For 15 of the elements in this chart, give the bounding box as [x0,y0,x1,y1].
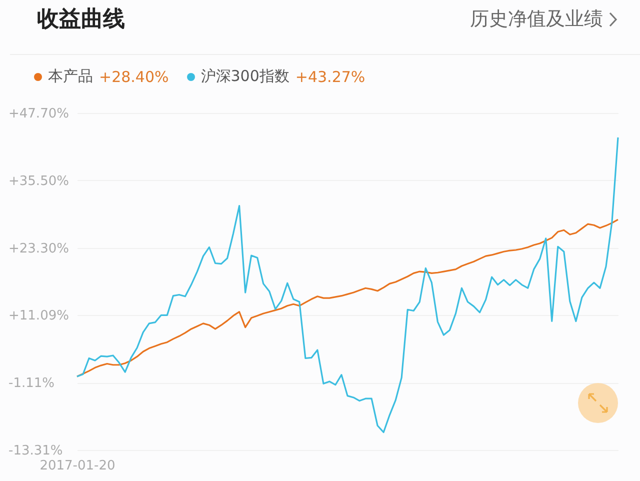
y-tick-label: +47.70% [8,106,69,122]
text: 历史净值及业绩 [470,7,603,32]
legend-label: 本产品 [48,67,93,86]
y-tick-label: +23.30% [8,241,69,256]
x-tick-label: 2017-01-20 [40,458,116,474]
y-tick-label: -1.11% [8,376,54,392]
legend-label: 沪深300指数 [200,67,290,86]
line-series [76,218,619,378]
text: +43.27% [295,68,366,86]
line-series [76,136,619,434]
text: +28.40% [99,68,169,86]
y-tick-label: +35.50% [8,174,69,189]
chart-title: 收益曲线 [37,6,125,34]
y-tick-label: -13.31% [8,444,63,458]
y-tick-label: +11.09% [8,308,69,324]
